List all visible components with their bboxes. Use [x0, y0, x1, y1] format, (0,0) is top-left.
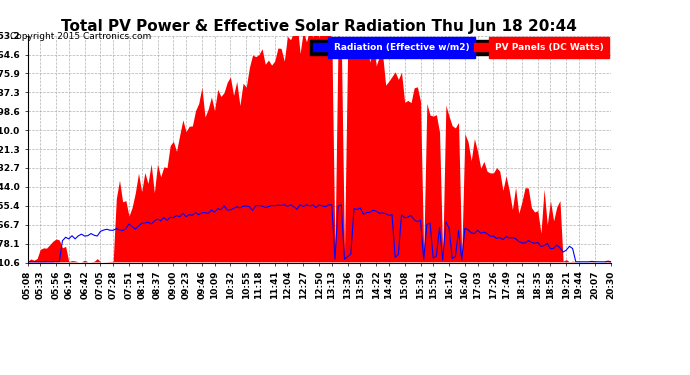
Legend: Radiation (Effective w/m2), PV Panels (DC Watts): Radiation (Effective w/m2), PV Panels (D… [310, 40, 606, 55]
Text: Copyright 2015 Cartronics.com: Copyright 2015 Cartronics.com [10, 32, 152, 41]
Title: Total PV Power & Effective Solar Radiation Thu Jun 18 20:44: Total PV Power & Effective Solar Radiati… [61, 20, 577, 34]
